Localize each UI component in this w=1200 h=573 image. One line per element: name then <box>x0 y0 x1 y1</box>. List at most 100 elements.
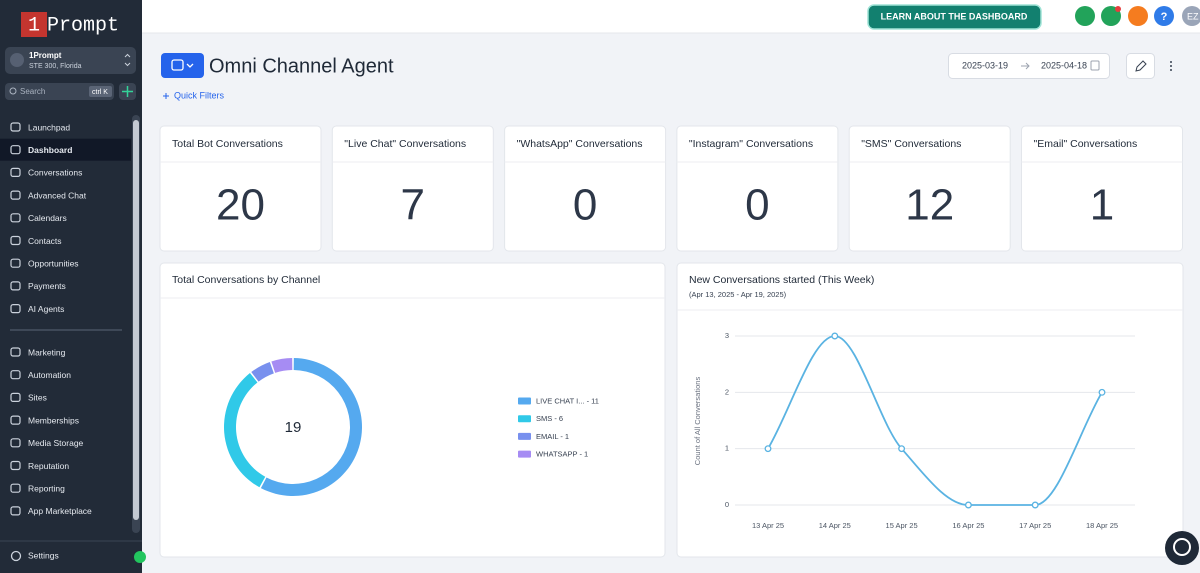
legend-swatch <box>518 397 531 405</box>
chat-widget[interactable] <box>1165 531 1199 565</box>
donut-segment <box>224 373 266 488</box>
scroll-thumb[interactable] <box>133 120 139 520</box>
ai-icon <box>122 86 133 97</box>
quick-filters[interactable]: Quick Filters <box>174 90 225 100</box>
nav-item[interactable]: Launchpad <box>28 122 70 132</box>
bell-icon[interactable] <box>1128 6 1148 26</box>
card-value: 7 <box>401 181 425 230</box>
date-from: 2025-03-19 <box>962 60 1008 70</box>
learn-button[interactable] <box>867 4 1042 30</box>
legend-swatch <box>518 432 531 440</box>
page-title: Omni Channel Agent <box>209 55 394 77</box>
calendar-icon <box>1090 60 1100 71</box>
search-box[interactable] <box>5 83 114 100</box>
donut-segment <box>260 358 362 496</box>
card-label: "WhatsApp" Conversations <box>517 138 643 150</box>
point <box>898 445 906 453</box>
nav-item[interactable]: Calendars <box>28 213 67 223</box>
edit-icon <box>1135 60 1147 72</box>
badge <box>1115 6 1121 12</box>
card-value: 0 <box>573 181 597 230</box>
nav-item[interactable]: Payments <box>28 281 66 291</box>
nav-icon <box>10 483 21 493</box>
edit-button[interactable] <box>1126 53 1155 79</box>
nav-item[interactable]: Marketing <box>28 347 66 357</box>
nav-item[interactable]: Memberships <box>28 415 79 425</box>
nav-icon <box>10 415 21 425</box>
settings[interactable]: Settings <box>28 550 59 560</box>
nav-icon <box>10 258 21 268</box>
shortcut: ctrl K <box>92 89 108 96</box>
point <box>1031 501 1039 509</box>
settings-icon <box>10 550 22 562</box>
x-tick-label: 16 Apr 25 <box>952 521 984 530</box>
nav-item[interactable]: Reputation <box>28 461 69 471</box>
nav-item[interactable]: Contacts <box>28 236 62 246</box>
arrow <box>1021 62 1030 70</box>
donut-segment <box>271 358 293 373</box>
legend-label: WHATSAPP - 1 <box>536 450 588 459</box>
kpi-card <box>331 125 494 252</box>
nav-icon <box>10 392 21 402</box>
nav-item[interactable]: AI Agents <box>28 304 64 314</box>
panel-title: New Conversations started (This Week) <box>689 274 874 286</box>
panel-subtitle: (Apr 13, 2025 - Apr 19, 2025) <box>689 290 787 299</box>
nav-icon <box>10 370 21 380</box>
help-text: ? <box>1161 11 1168 23</box>
shortcut-box <box>89 86 112 97</box>
phone-icon[interactable] <box>1075 6 1095 26</box>
kpi-card <box>159 125 322 252</box>
nav-icon <box>10 235 21 246</box>
kpi-card <box>676 125 839 252</box>
chat-icon <box>1173 538 1191 556</box>
card-label: Total Bot Conversations <box>172 138 283 150</box>
y-tick-label: 3 <box>725 331 729 340</box>
account-switcher[interactable] <box>5 47 136 74</box>
panel-title: Total Conversations by Channel <box>172 274 320 286</box>
nav-item[interactable]: Sites <box>28 393 47 403</box>
nav-icon <box>10 190 21 200</box>
account-address: STE 300, Florida <box>29 63 82 70</box>
nav-icon <box>10 460 21 471</box>
menu-dot[interactable] <box>1170 61 1172 63</box>
nav-item[interactable]: Conversations <box>28 168 82 178</box>
nav-item[interactable]: Reporting <box>28 483 65 493</box>
x-tick-label: 14 Apr 25 <box>819 521 851 530</box>
card-value: 1 <box>1090 181 1114 230</box>
collapse-button[interactable] <box>134 551 146 563</box>
logo-text: Prompt <box>47 14 119 37</box>
kpi-card <box>504 125 667 252</box>
y-tick-label: 1 <box>725 444 729 453</box>
search-icon <box>9 87 17 95</box>
legend-label: EMAIL - 1 <box>536 432 569 441</box>
point <box>831 332 839 340</box>
account-name: 1Prompt <box>29 51 62 60</box>
x-tick-label: 17 Apr 25 <box>1019 521 1051 530</box>
donut-panel <box>159 262 666 558</box>
point <box>964 501 972 509</box>
nav-item[interactable]: Dashboard <box>28 145 72 155</box>
x-tick-label: 15 Apr 25 <box>886 521 918 530</box>
layout-icon <box>171 59 184 71</box>
x-tick-label: 13 Apr 25 <box>752 521 784 530</box>
nav-icon <box>10 213 21 223</box>
nav-icon <box>10 122 21 132</box>
legend-label: SMS - 6 <box>536 414 563 423</box>
nav-item[interactable]: Media Storage <box>28 438 84 448</box>
nav-icon <box>10 145 21 155</box>
avatar[interactable] <box>1182 6 1200 26</box>
nav-item[interactable]: Advanced Chat <box>28 190 87 200</box>
point <box>1098 388 1106 396</box>
nav-item[interactable]: Opportunities <box>28 258 79 268</box>
nav-item[interactable]: App Marketplace <box>28 506 92 516</box>
nav-icon <box>10 281 21 291</box>
nav-icon <box>10 506 21 516</box>
help-icon[interactable] <box>1154 6 1174 26</box>
nav-item[interactable]: Automation <box>28 370 71 380</box>
line-panel <box>676 262 1184 558</box>
y-tick-label: 2 <box>725 387 729 396</box>
logo-box <box>21 12 47 37</box>
learn-text: LEARN ABOUT THE DASHBOARD <box>881 11 1028 21</box>
